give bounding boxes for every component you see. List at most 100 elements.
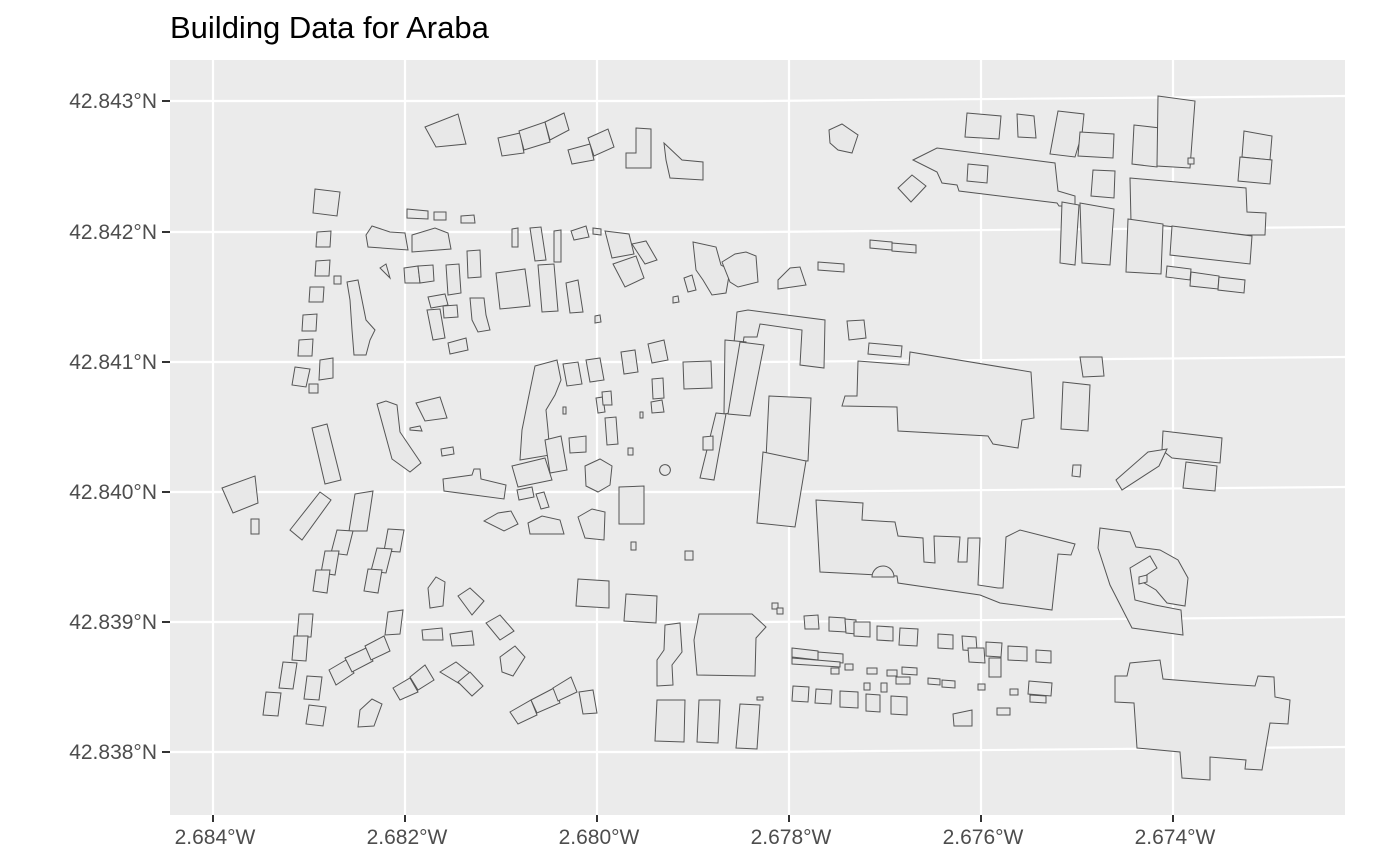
building-footprint: [544, 435, 568, 474]
building-footprints: [221, 95, 1291, 781]
building-footprint: [791, 657, 841, 668]
building-footprint: [262, 691, 282, 717]
building-footprint: [562, 361, 583, 387]
building-footprint: [530, 687, 561, 714]
building-footprint: [296, 613, 314, 638]
building-footprint: [952, 709, 973, 727]
building-footprint: [330, 529, 354, 556]
building-footprint: [308, 383, 319, 394]
y-axis-labels: 42.843°N 42.842°N 42.841°N 42.840°N 42.8…: [69, 90, 157, 764]
building-footprint: [312, 188, 341, 217]
building-footprint: [869, 239, 893, 251]
map-title: Building Data for Araba: [170, 10, 489, 45]
building-footprint: [509, 699, 538, 725]
building-footprint: [424, 113, 467, 148]
building-footprint: [482, 510, 519, 532]
building-footprint: [650, 399, 665, 414]
building-footprint: [828, 123, 859, 154]
building-footprint: [409, 425, 423, 432]
building-footprint: [457, 671, 484, 697]
building-footprint: [871, 565, 895, 578]
building-footprint: [406, 208, 429, 220]
building-footprint: [1077, 131, 1115, 159]
building-footprint: [988, 657, 1002, 678]
building-footprint: [311, 423, 342, 485]
building-footprint: [656, 622, 683, 687]
building-footprint: [568, 435, 587, 454]
building-footprint: [880, 682, 888, 693]
building-footprint: [516, 486, 535, 501]
building-footprint: [867, 342, 903, 358]
building-footprint: [587, 128, 615, 157]
building-footprint: [415, 396, 448, 422]
building-footprint: [440, 446, 455, 457]
building-footprint: [693, 613, 767, 677]
building-footprint: [604, 416, 619, 446]
building-footprint: [348, 490, 374, 532]
building-footprint: [756, 696, 764, 701]
building-footprint: [305, 704, 327, 727]
building-footprint: [552, 676, 578, 702]
building-footprint: [630, 541, 637, 551]
building-footprint: [1241, 130, 1273, 161]
y-tick-label: 42.841°N: [69, 351, 157, 374]
building-footprint: [314, 259, 331, 277]
building-footprint: [1029, 694, 1047, 704]
building-footprint: [977, 683, 986, 691]
building-footprint: [384, 609, 404, 636]
building-footprint: [765, 395, 812, 462]
y-tick-label: 42.840°N: [69, 481, 157, 504]
building-footprint: [553, 229, 562, 263]
building-footprint: [417, 264, 435, 284]
building-footprint: [735, 703, 761, 750]
building-footprint: [898, 627, 919, 647]
building-footprint: [663, 141, 704, 181]
building-footprint: [1169, 225, 1253, 265]
building-footprint: [499, 645, 526, 677]
building-footprint: [1071, 464, 1082, 478]
building-footprint: [814, 688, 833, 705]
building-footprint: [364, 635, 391, 661]
building-footprint: [1009, 688, 1019, 696]
building-footprint: [278, 661, 298, 690]
building-footprint: [460, 214, 476, 224]
building-footprint: [363, 568, 383, 594]
building-footprint: [1217, 276, 1246, 294]
building-footprint: [623, 593, 658, 624]
building-footprint: [620, 349, 639, 375]
building-footprint: [901, 666, 918, 676]
building-footprint: [897, 174, 927, 203]
building-footprint: [221, 475, 259, 514]
building-footprint: [672, 295, 680, 304]
building-footprint: [830, 667, 840, 675]
building-footprint: [511, 227, 519, 248]
building-footprint: [421, 627, 444, 641]
building-footprint: [585, 357, 605, 383]
building-footprint: [841, 351, 1035, 449]
building-footprint: [403, 265, 421, 284]
building-footprint: [1090, 169, 1116, 199]
building-footprint: [457, 587, 485, 616]
building-footprint: [756, 451, 807, 528]
building-footprint: [250, 518, 260, 535]
building-footprint: [702, 435, 714, 451]
building-footprint: [318, 357, 334, 381]
building-footprint: [518, 121, 551, 151]
parallel-line: [170, 94, 1346, 103]
building-footprint: [291, 366, 311, 388]
building-footprint: [1115, 448, 1168, 491]
building-footprint: [497, 132, 525, 157]
building-footprint: [791, 685, 810, 703]
building-footprint: [727, 341, 765, 417]
y-axis-ticks: [162, 100, 170, 753]
building-footprint: [776, 607, 784, 615]
building-footprint: [1060, 381, 1091, 432]
building-footprint: [333, 275, 342, 285]
building-footprint: [1237, 156, 1273, 185]
building-footprint: [937, 633, 954, 650]
building-footprint: [639, 411, 644, 419]
building-footprint: [846, 319, 867, 341]
building-footprint: [692, 241, 731, 296]
building-footprint: [379, 263, 392, 280]
